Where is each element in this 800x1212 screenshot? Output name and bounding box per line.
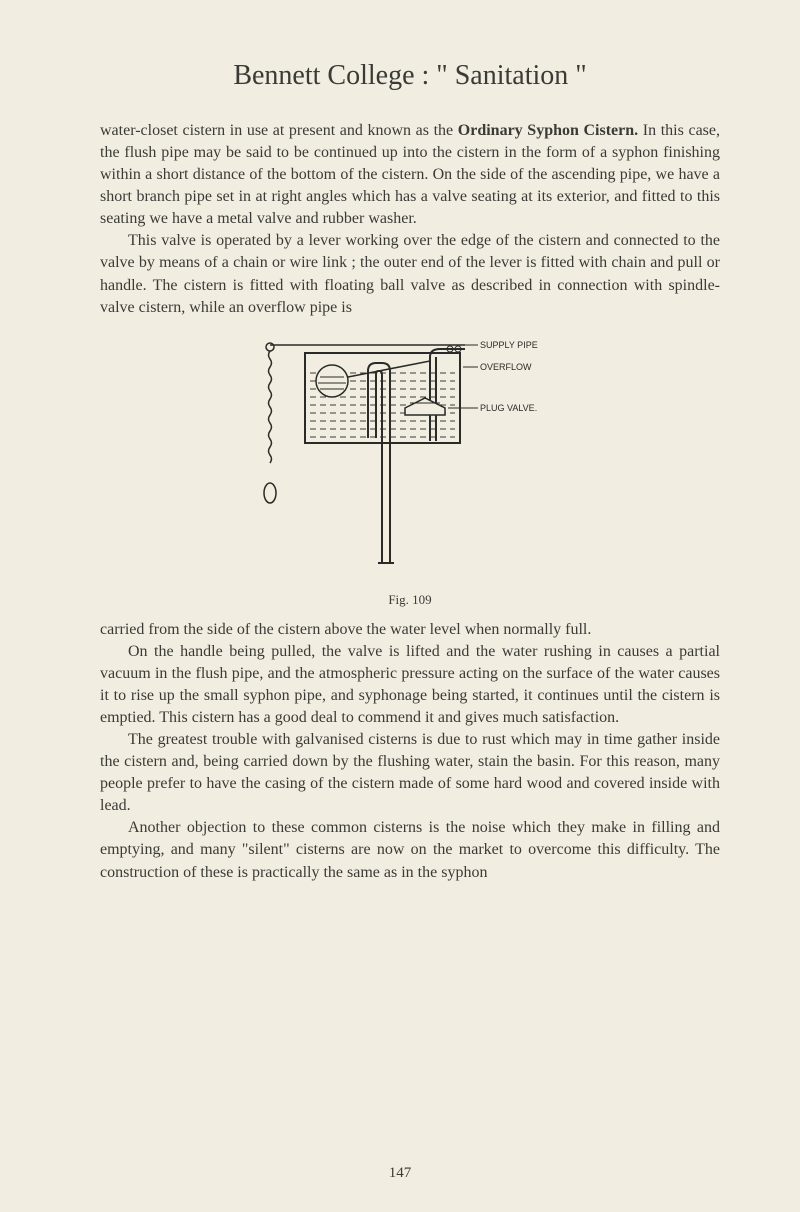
diagram: SUPPLY PIPE OVERFLOW PLUG VALVE. Fig. 10… [250,333,570,608]
page-number: 147 [0,1165,800,1182]
figure-caption: Fig. 109 [250,592,570,608]
p1-bold: Ordinary Syphon Cistern. [458,122,638,139]
label-supply: SUPPLY PIPE [480,340,538,350]
page: Bennett College : " Sanitation " water-c… [0,0,800,1212]
paragraph-2: This valve is operated by a lever workin… [100,230,720,318]
cistern-diagram-svg: SUPPLY PIPE OVERFLOW PLUG VALVE. [250,333,570,583]
paragraph-5: The greatest trouble with galvanised cis… [100,729,720,817]
p1-lead: water-closet cistern in use at present a… [100,122,458,139]
paragraph-6: Another objection to these common cister… [100,817,720,883]
paragraph-3: carried from the side of the cistern abo… [100,619,720,641]
label-overflow: OVERFLOW [480,362,532,372]
figure-block: SUPPLY PIPE OVERFLOW PLUG VALVE. Fig. 10… [100,333,720,609]
page-title: Bennett College : " Sanitation " [100,60,720,92]
paragraph-4: On the handle being pulled, the valve is… [100,641,720,729]
paragraph-1: water-closet cistern in use at present a… [100,120,720,230]
label-plug: PLUG VALVE. [480,403,537,413]
